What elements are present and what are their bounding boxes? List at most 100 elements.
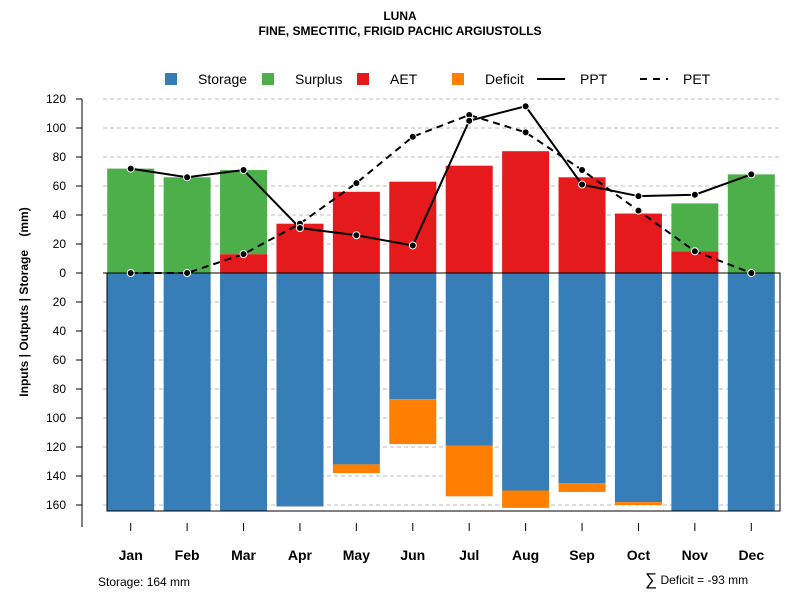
storage-bar bbox=[332, 273, 380, 465]
ppt-point bbox=[465, 116, 474, 125]
x-tick-label: May bbox=[343, 547, 370, 563]
legend-label-aet: AET bbox=[390, 71, 418, 87]
y-tick-label: 80 bbox=[53, 382, 67, 396]
bars-layer bbox=[107, 151, 775, 511]
deficit-bar bbox=[502, 490, 550, 508]
y-tick-label: 20 bbox=[53, 295, 67, 309]
y-axis-title: Inputs | Outputs | Storage (mm) bbox=[17, 207, 31, 397]
ppt-point bbox=[578, 180, 587, 189]
pet-point bbox=[690, 247, 699, 256]
ppt-point bbox=[690, 190, 699, 199]
pet-point bbox=[578, 166, 587, 175]
lines-layer bbox=[126, 102, 756, 277]
x-tick-label: Jul bbox=[459, 547, 479, 563]
y-tick-label: 40 bbox=[53, 208, 67, 222]
storage-bar bbox=[445, 273, 493, 446]
legend-label-ppt: PPT bbox=[580, 71, 608, 87]
x-tick-label: Jun bbox=[400, 547, 425, 563]
legend-swatch-deficit bbox=[452, 73, 464, 85]
storage-bar bbox=[558, 273, 606, 484]
legend-label-storage: Storage bbox=[198, 71, 247, 87]
storage-bar bbox=[614, 273, 662, 503]
grid-layer bbox=[103, 98, 780, 506]
y-tick-label: 80 bbox=[53, 150, 67, 164]
storage-bar bbox=[220, 273, 268, 511]
surplus-bar bbox=[163, 177, 211, 273]
deficit-bar bbox=[389, 399, 437, 445]
deficit-bar bbox=[445, 445, 493, 497]
storage-bar bbox=[163, 273, 211, 511]
x-tick-label: Jan bbox=[119, 547, 143, 563]
storage-bar bbox=[502, 273, 550, 491]
ppt-point bbox=[521, 102, 530, 111]
ppt-point bbox=[239, 166, 248, 175]
y-tick-label: 140 bbox=[46, 469, 66, 483]
deficit-bar bbox=[558, 483, 606, 492]
y-tick-label: 100 bbox=[46, 121, 66, 135]
pet-point bbox=[634, 206, 643, 215]
aet-bar bbox=[445, 165, 493, 273]
storage-bar bbox=[727, 273, 775, 511]
x-tick-label: Nov bbox=[682, 547, 709, 563]
surplus-bar bbox=[671, 203, 719, 252]
storage-bar bbox=[276, 273, 324, 507]
y-tick-label: 160 bbox=[46, 498, 66, 512]
surplus-bar bbox=[220, 170, 268, 255]
chart-title: LUNA bbox=[383, 9, 417, 23]
ppt-point bbox=[352, 231, 361, 240]
pet-point bbox=[521, 128, 530, 137]
legend-label-deficit: Deficit bbox=[485, 71, 524, 87]
y-tick-label: 120 bbox=[46, 92, 66, 106]
deficit-total-value: Deficit = -93 mm bbox=[660, 573, 749, 587]
legend-label-surplus: Surplus bbox=[295, 71, 342, 87]
storage-bar bbox=[389, 273, 437, 400]
x-tick-label: Aug bbox=[512, 547, 539, 563]
surplus-bar bbox=[107, 168, 155, 273]
total-deficit-note: ∑ Deficit = -93 mm bbox=[645, 570, 748, 590]
y-tick-label: 60 bbox=[53, 353, 67, 367]
storage-bar bbox=[671, 273, 719, 511]
ppt-point bbox=[747, 170, 756, 179]
ppt-line bbox=[130, 105, 752, 247]
x-tick-label: Oct bbox=[627, 547, 651, 563]
axis-layer: 120 100 80 60 40 20 0 20 40 60 80 100 120 140 160 Jan Fe… bbox=[46, 92, 781, 563]
x-tick-label: Apr bbox=[288, 547, 313, 563]
x-tick-label: Feb bbox=[175, 547, 200, 563]
pet-point bbox=[126, 269, 135, 277]
ppt-point bbox=[126, 164, 135, 173]
x-tick-label: Dec bbox=[738, 547, 764, 563]
sigma-symbol: ∑ bbox=[645, 570, 658, 589]
y-tick-label: 0 bbox=[59, 266, 66, 280]
y-tick-label: 20 bbox=[53, 237, 67, 251]
storage-capacity-note: Storage: 164 mm bbox=[98, 575, 191, 589]
ppt-point bbox=[408, 241, 417, 250]
deficit-bar bbox=[332, 464, 380, 474]
aet-bar bbox=[220, 254, 268, 273]
chart-subtitle: FINE, SMECTITIC, FRIGID PACHIC ARGIUSTOL… bbox=[258, 24, 542, 38]
legend-swatch-aet bbox=[357, 73, 369, 85]
legend: Storage Surplus AET Deficit PPT PET bbox=[165, 71, 711, 87]
legend-label-pet: PET bbox=[683, 71, 711, 87]
aet-bar bbox=[558, 177, 606, 273]
aet-bar bbox=[502, 151, 550, 273]
pet-point bbox=[183, 269, 192, 277]
y-tick-label: 60 bbox=[53, 179, 67, 193]
y-tick-label: 40 bbox=[53, 324, 67, 338]
pet-point bbox=[352, 179, 361, 188]
aet-bar bbox=[614, 213, 662, 273]
legend-swatch-surplus bbox=[262, 73, 274, 85]
pet-line bbox=[130, 113, 752, 274]
storage-bar bbox=[107, 273, 155, 511]
pet-point bbox=[239, 250, 248, 259]
storage-frame bbox=[106, 272, 781, 512]
x-tick-label: Mar bbox=[231, 547, 256, 563]
legend-swatch-storage bbox=[165, 73, 177, 85]
y-tick-label: 120 bbox=[46, 440, 66, 454]
ppt-point bbox=[295, 224, 304, 233]
ppt-point bbox=[183, 173, 192, 182]
aet-bar bbox=[389, 181, 437, 273]
x-tick-label: Sep bbox=[569, 547, 595, 563]
deficit-bar bbox=[614, 502, 662, 505]
pet-point bbox=[408, 132, 417, 141]
